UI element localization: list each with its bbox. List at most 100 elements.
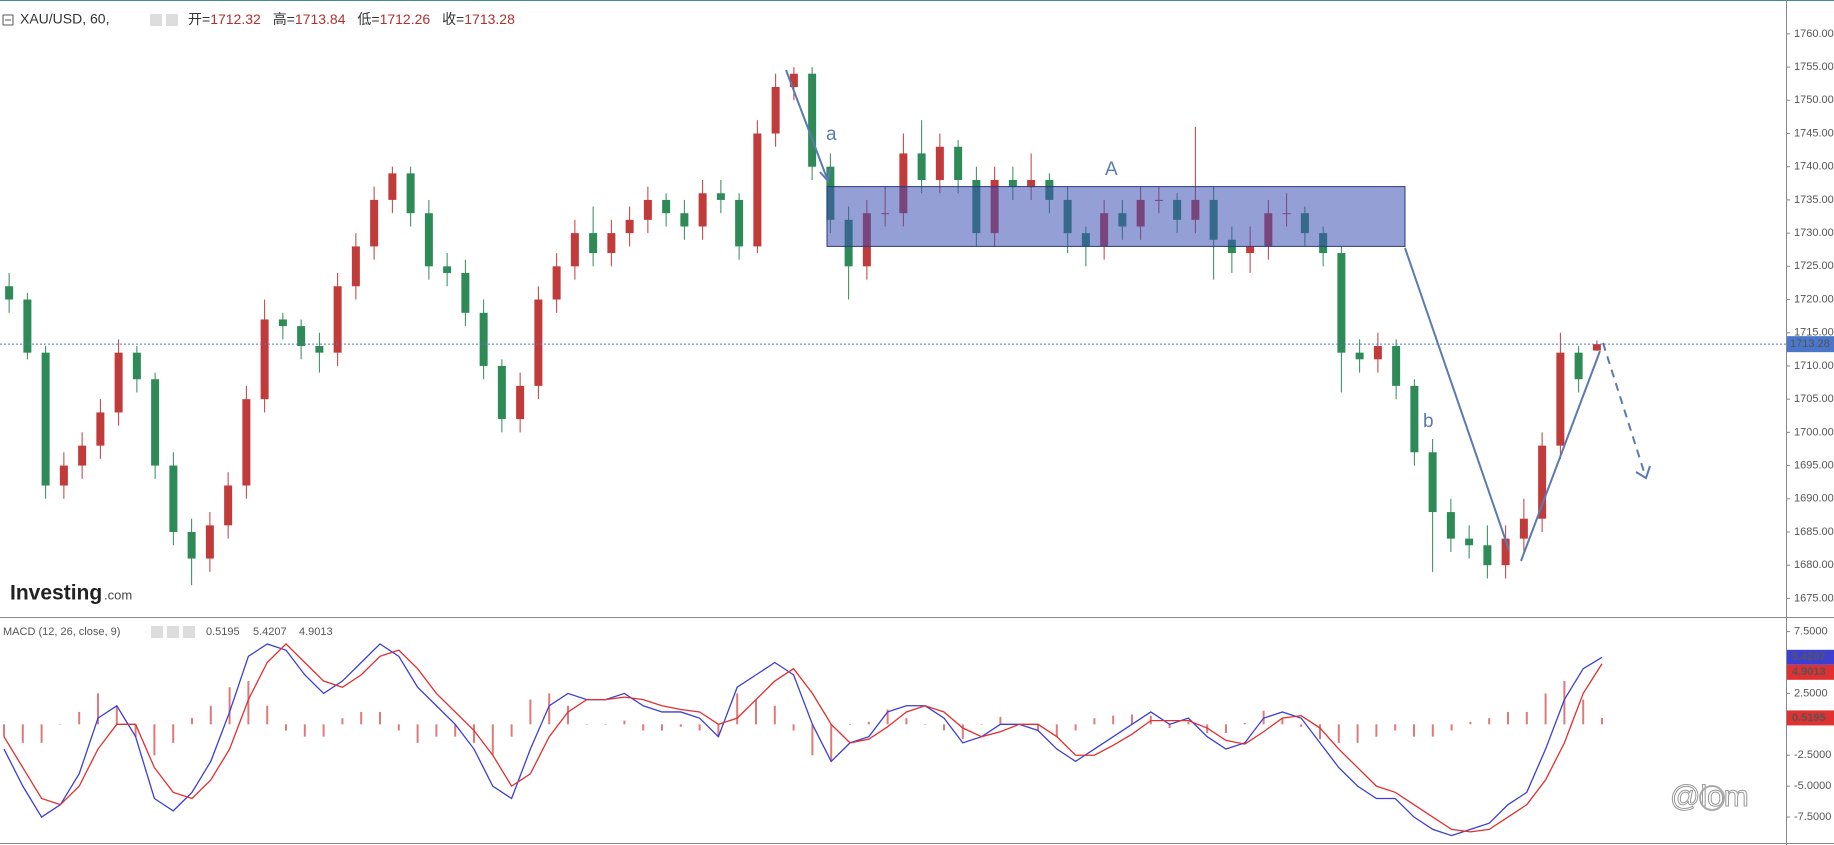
histogram-bar <box>1281 718 1284 725</box>
histogram-bar <box>1131 714 1133 725</box>
macd-line <box>3 643 1603 837</box>
value-tag-label: 4.9013 <box>1792 666 1826 678</box>
macd-line <box>3 643 1603 833</box>
histogram-bar <box>247 681 250 725</box>
histogram-bar <box>1488 718 1491 725</box>
candle-body <box>753 133 762 247</box>
candle-body <box>771 87 780 134</box>
histogram-bar <box>830 724 833 762</box>
y-tick-label: 1730.00 <box>1794 227 1834 239</box>
hide-icon[interactable] <box>166 14 178 26</box>
candle-body <box>114 352 123 413</box>
zone-box[interactable] <box>826 186 1406 247</box>
projection-line[interactable] <box>1602 342 1647 479</box>
histogram-bar <box>1544 693 1547 725</box>
candle-body <box>552 266 561 300</box>
candle-body <box>260 319 269 400</box>
candle-body <box>1556 352 1565 446</box>
histogram-bar <box>510 724 513 737</box>
y-tick-label: 1675.00 <box>1794 592 1834 604</box>
macd-hide-icon[interactable] <box>167 626 179 638</box>
histogram-bar <box>679 724 682 727</box>
candle-body <box>1574 352 1583 380</box>
y-tick-label: 1700.00 <box>1794 426 1834 438</box>
candle-body <box>1519 518 1528 539</box>
histogram-bar <box>40 724 43 743</box>
histogram-bar <box>379 711 381 725</box>
watermark-suffix: .com <box>104 587 132 602</box>
trend-line-a[interactable] <box>785 69 829 182</box>
candle-body <box>625 219 634 234</box>
y-tick-label: -2.5000 <box>1794 749 1831 761</box>
candle-body <box>5 286 14 300</box>
candle-body <box>570 233 579 267</box>
y-tick-label: 1680.00 <box>1794 559 1834 571</box>
candle-body <box>808 73 817 167</box>
y-tick-label: 1755.00 <box>1794 61 1834 73</box>
histogram-bar <box>266 705 269 725</box>
close-value: 1713.28 <box>464 11 515 27</box>
histogram-bar <box>303 724 306 737</box>
histogram-bar <box>1243 723 1246 725</box>
candle-body <box>643 199 652 220</box>
candle-body <box>607 233 616 254</box>
candle-body <box>78 445 87 466</box>
candle-body <box>1501 538 1510 566</box>
histogram-bar <box>755 699 757 725</box>
trend-line-c[interactable] <box>1520 350 1601 562</box>
histogram-bar <box>1525 711 1528 725</box>
histogram-bar <box>1300 724 1303 727</box>
histogram-bar <box>886 709 889 725</box>
histogram-bar <box>1450 724 1453 731</box>
histogram-bar <box>905 718 908 725</box>
histogram-bar <box>924 724 927 725</box>
histogram-bar <box>811 724 814 756</box>
histogram-bar <box>980 724 983 725</box>
value-tag-label: 5.4207 <box>1792 651 1826 663</box>
candle-body <box>789 73 798 88</box>
price-tag <box>1787 336 1834 353</box>
histogram-bar <box>172 724 175 743</box>
candle-body <box>224 485 233 526</box>
high-label: 高= <box>273 11 295 27</box>
histogram-bar <box>228 687 231 725</box>
histogram-bar <box>473 724 475 743</box>
collapse-icon[interactable] <box>2 14 14 26</box>
candle-body <box>497 365 506 420</box>
candle-body <box>716 193 725 200</box>
histogram-bar <box>360 711 363 725</box>
histogram-bar <box>341 718 344 725</box>
histogram-bar <box>1168 724 1171 729</box>
histogram-bar <box>78 711 81 725</box>
y-tick-label: 1705.00 <box>1794 393 1834 405</box>
histogram-bar <box>134 724 137 737</box>
zone-label: A <box>1105 159 1118 180</box>
histogram-bar <box>1507 711 1509 725</box>
candle-body <box>1465 538 1474 546</box>
macd-settings-icon[interactable] <box>151 626 163 638</box>
arrow-head-a <box>819 168 831 184</box>
histogram-bar <box>1431 724 1434 737</box>
credit: @lom <box>1670 780 1749 813</box>
trend-line-b[interactable] <box>1404 247 1510 551</box>
histogram-bar <box>999 716 1002 725</box>
histogram-bar <box>1356 724 1359 743</box>
settings-icon[interactable] <box>150 14 162 26</box>
histogram-bar <box>322 724 325 737</box>
candle-body <box>1538 445 1547 519</box>
histogram-bar <box>604 724 607 725</box>
macd-title: MACD (12, 26, close, 9) <box>3 626 120 638</box>
histogram-bar <box>21 724 24 743</box>
histogram-bar <box>867 721 870 725</box>
macd-close-icon[interactable] <box>183 626 195 638</box>
candle-body <box>516 385 525 420</box>
ohlc-header: 开=1712.32 高=1713.84 低=1712.26 收=1713.28 <box>188 11 515 27</box>
y-tick-label: 1710.00 <box>1794 360 1834 372</box>
candle-body <box>96 412 105 446</box>
candle-body <box>1008 179 1017 187</box>
histogram-bar <box>548 693 551 725</box>
histogram-bar <box>191 718 193 725</box>
candle-body <box>315 346 324 353</box>
